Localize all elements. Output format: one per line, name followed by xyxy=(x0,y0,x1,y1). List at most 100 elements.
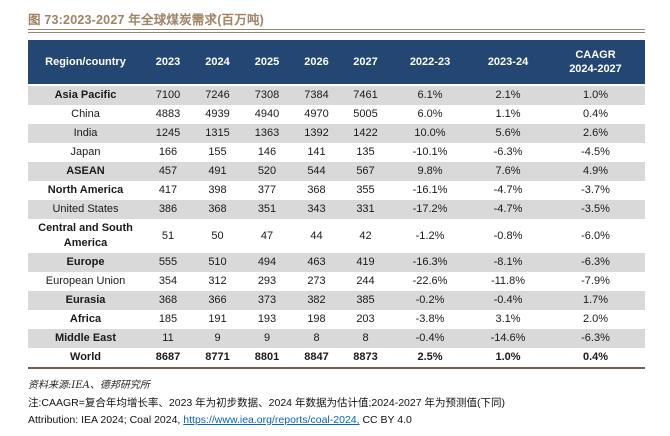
attribution-prefix: Attribution: IEA 2024; Coal 2024, xyxy=(28,414,184,426)
value-cell: 273 xyxy=(307,275,326,287)
region-cell: Central and South America xyxy=(38,222,133,249)
attribution-suffix: CC BY 4.0 xyxy=(359,414,412,426)
value-cell: 1363 xyxy=(242,124,292,143)
table-row: India 1245 1315 1363 1392 1422 10.0% 5.6% 2.6% xyxy=(28,124,645,143)
value-cell: -6.3% xyxy=(546,253,645,272)
value-cell: -6.3% xyxy=(546,329,645,348)
value-cell: 567 xyxy=(341,162,390,181)
value-cell: 198 xyxy=(307,313,326,325)
value-cell: 2.5% xyxy=(417,351,443,363)
header-2022-23: 2022-23 xyxy=(390,40,470,86)
value-cell: 463 xyxy=(292,253,341,272)
region-cell: Europe xyxy=(28,253,143,272)
value-cell: 135 xyxy=(356,146,375,158)
region-cell: World xyxy=(70,351,101,363)
header-2024: 2024 xyxy=(193,40,242,86)
value-cell: 9 xyxy=(193,329,242,348)
caagr-note: 注:CAAGR=复合年均增长率、2023 年为初步数据、2024 年数据为估计值… xyxy=(28,397,505,409)
value-cell: -4.7% xyxy=(470,200,546,219)
value-cell: -0.4% xyxy=(470,291,546,310)
value-cell: 50 xyxy=(211,229,224,242)
value-cell: 42 xyxy=(359,229,372,242)
table-row: Central and South America 51 50 47 44 42 -1.2%… xyxy=(28,219,645,253)
region-cell: India xyxy=(28,124,143,143)
value-cell: 47 xyxy=(260,229,274,242)
value-cell: 244 xyxy=(356,275,375,287)
value-cell: 0.4% xyxy=(582,108,609,120)
table-row: Japan 166 155 146 141 135 -10.1% -6.3% -4.5% xyxy=(28,143,645,162)
value-cell: -22.6% xyxy=(412,275,448,287)
value-cell: -6.0% xyxy=(581,229,610,242)
value-cell: 457 xyxy=(143,162,193,181)
value-cell: -11.8% xyxy=(490,275,526,287)
value-cell: -8.1% xyxy=(470,253,546,272)
value-cell: 419 xyxy=(341,253,390,272)
value-cell: 8771 xyxy=(205,351,230,363)
region-cell: Japan xyxy=(70,146,101,158)
table-row: Africa 185 191 193 198 203 -3.8% 3.1% 2.0% xyxy=(28,310,645,329)
table-row: China 4883 4939 4940 4970 5005 6.0% 1.1% 0.4% xyxy=(28,105,645,124)
region-cell: Middle East xyxy=(28,329,143,348)
value-cell: 4.9% xyxy=(546,162,645,181)
value-cell: 8801 xyxy=(254,351,280,363)
value-cell: 3.1% xyxy=(495,313,521,325)
region-cell: United States xyxy=(28,200,143,219)
header-caagr-top: CAAGR xyxy=(575,49,616,61)
value-cell: 1.7% xyxy=(546,291,645,310)
value-cell: -17.2% xyxy=(390,200,470,219)
table-row: United States 386 368 351 343 331 -17.2% -4.7% -… xyxy=(28,200,645,219)
table-row: Asia Pacific 7100 7246 7308 7384 7461 6.1% 2.1%… xyxy=(28,85,645,105)
value-cell: -16.3% xyxy=(390,253,470,272)
value-cell: 4970 xyxy=(304,108,329,120)
figure-title: 图 73:2023-2027 年全球煤炭需求(百万吨) xyxy=(28,13,265,27)
table-body: Asia Pacific 7100 7246 7308 7384 7461 6.1% 2.1%… xyxy=(28,85,645,368)
value-cell: 1.0% xyxy=(495,351,521,363)
value-cell: 293 xyxy=(257,275,277,287)
value-cell: 10.0% xyxy=(390,124,470,143)
value-cell: 4940 xyxy=(254,108,280,120)
table-row: ASEAN 457 491 520 544 567 9.8% 7.6% 4.9% xyxy=(28,162,645,181)
value-cell: 377 xyxy=(257,184,277,196)
value-cell: -16.1% xyxy=(412,184,448,196)
value-cell: -0.8% xyxy=(493,229,523,242)
value-cell: -3.8% xyxy=(415,313,445,325)
header-2023-24: 2023-24 xyxy=(470,40,546,86)
value-cell: 1315 xyxy=(193,124,242,143)
value-cell: 354 xyxy=(158,275,178,287)
value-cell: 331 xyxy=(341,200,390,219)
value-cell: 368 xyxy=(307,184,326,196)
region-cell: Asia Pacific xyxy=(28,85,143,105)
value-cell: 51 xyxy=(161,229,175,242)
value-cell: 2.0% xyxy=(582,313,609,325)
value-cell: 8 xyxy=(341,329,390,348)
value-cell: -4.5% xyxy=(581,146,610,158)
value-cell: 193 xyxy=(257,313,277,325)
value-cell: 8 xyxy=(292,329,341,348)
header-2027: 2027 xyxy=(341,40,390,86)
value-cell: 355 xyxy=(356,184,375,196)
value-cell: 1245 xyxy=(143,124,193,143)
value-cell: 1.0% xyxy=(546,85,645,105)
value-cell: 185 xyxy=(158,313,178,325)
value-cell: 4939 xyxy=(205,108,230,120)
value-cell: 5005 xyxy=(353,108,378,120)
coal-demand-table: Region/country 2023 2024 2025 2026 2027 … xyxy=(28,40,645,369)
region-cell: European Union xyxy=(45,275,126,287)
table-row: Middle East 11 9 9 8 8 -0.4% -14.6% -6.3% xyxy=(28,329,645,348)
region-cell: North America xyxy=(47,184,124,196)
value-cell: 6.0% xyxy=(417,108,443,120)
value-cell: 385 xyxy=(341,291,390,310)
value-cell: -6.3% xyxy=(493,146,523,158)
table-row: Eurasia 368 366 373 382 385 -0.2% -0.4% 1.7% xyxy=(28,291,645,310)
value-cell: 203 xyxy=(356,313,375,325)
value-cell: 544 xyxy=(292,162,341,181)
value-cell: -3.5% xyxy=(546,200,645,219)
value-cell: 7.6% xyxy=(470,162,546,181)
value-cell: 7384 xyxy=(292,85,341,105)
value-cell: 398 xyxy=(208,184,227,196)
region-cell: ASEAN xyxy=(28,162,143,181)
value-cell: 373 xyxy=(242,291,292,310)
table-row: North America 417 398 377 368 355 -16.1% -4.7% -… xyxy=(28,181,645,200)
header-2023: 2023 xyxy=(143,40,193,86)
iea-report-link[interactable]: https://www.iea.org/reports/coal-2024, xyxy=(183,414,360,426)
